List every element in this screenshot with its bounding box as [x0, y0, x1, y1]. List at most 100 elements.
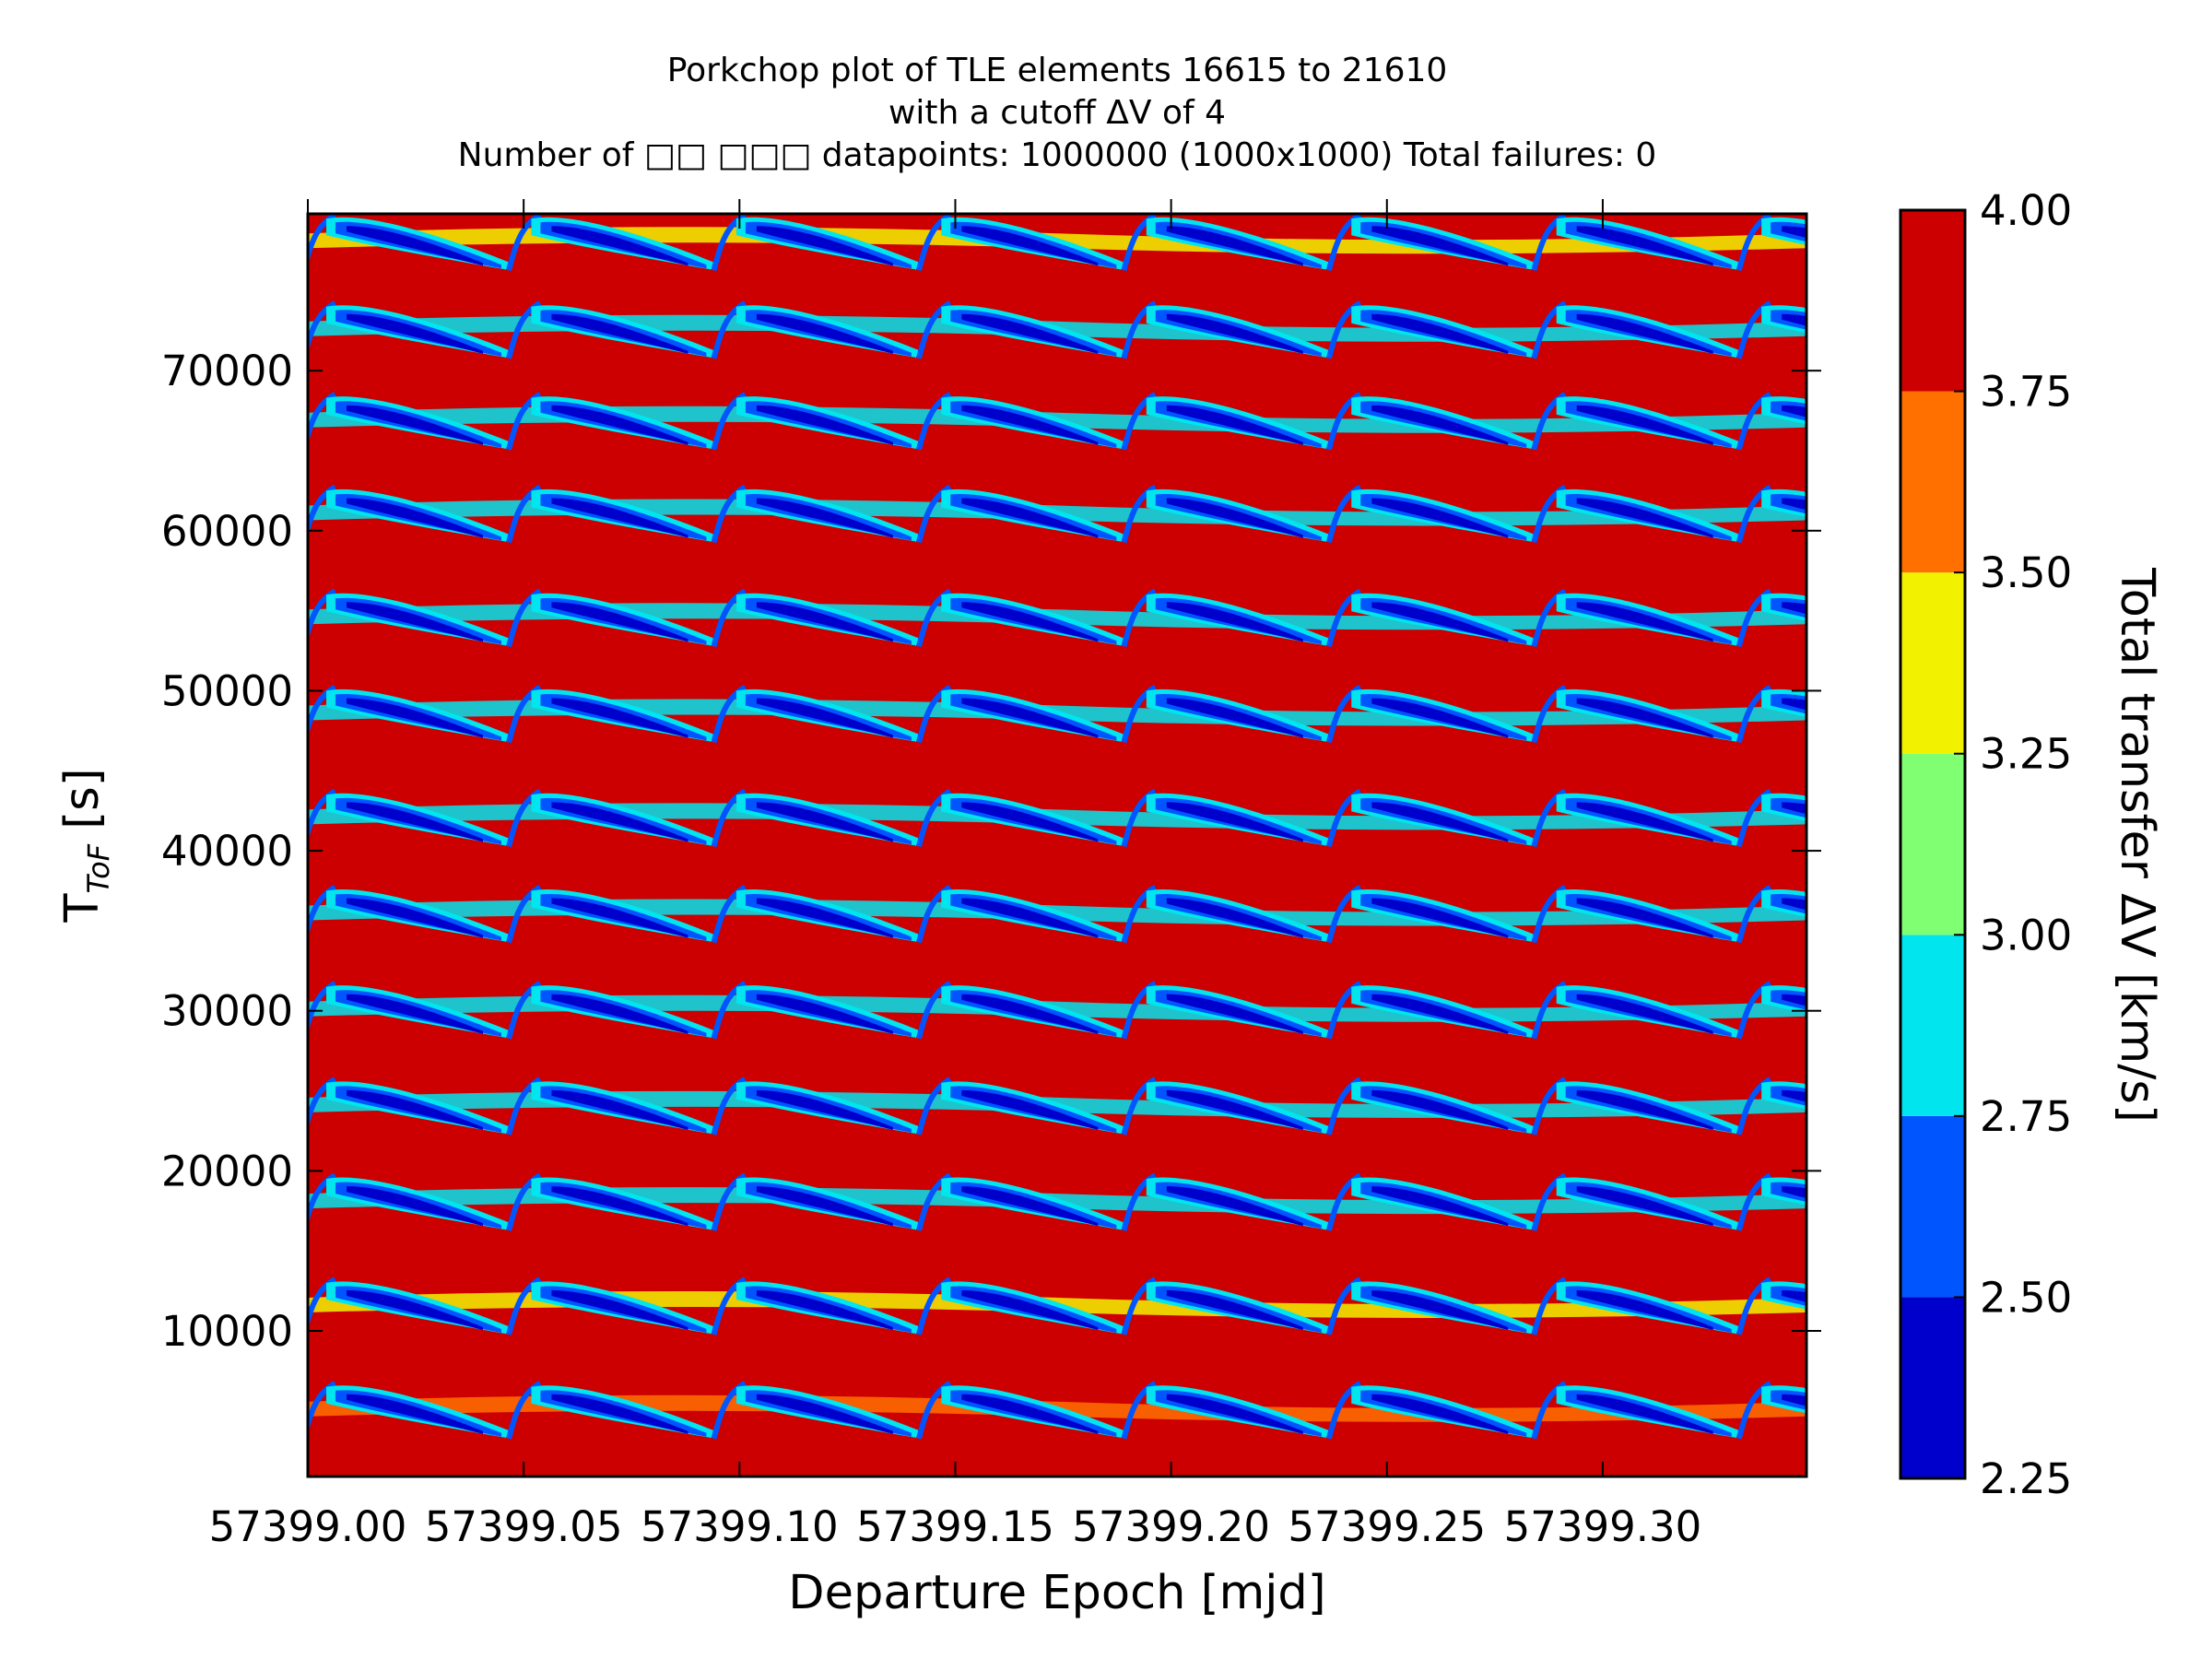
contour-lobe-outer: [1967, 1385, 2151, 1439]
contour-lobe-core: [347, 802, 483, 842]
contour-lobe-core: [142, 226, 278, 265]
contour-lobe-core: [551, 313, 688, 354]
contour-lobe-core: [142, 602, 278, 641]
chart-title-line-1: Porkchop plot of TLE elements 16615 to 2…: [667, 52, 1448, 89]
contour-lobe-outer: [2171, 305, 2212, 359]
contour-lobe-core: [1782, 405, 1806, 418]
contour-lobe-mid: [2181, 1086, 2212, 1132]
contour-lobe-core: [2192, 994, 2212, 1034]
contour-lobe-outer: [122, 396, 306, 450]
x-tick-label: 57399.25: [1288, 1502, 1486, 1551]
contour-lobe-mid: [2181, 694, 2212, 740]
contour-lobe-outer: [122, 1081, 306, 1135]
contour-lobe-core: [961, 802, 1099, 842]
x-tick-label: 57399.00: [209, 1502, 407, 1551]
contour-lobe-core: [1782, 802, 1806, 815]
contour-lobe-core: [1782, 226, 1806, 239]
contour-lobe-core: [551, 1394, 688, 1434]
contour-lobe-core: [551, 1089, 688, 1130]
y-tick-label: 20000: [161, 1147, 293, 1195]
contour-lobe-core: [961, 498, 1099, 538]
colorbar-tick-label: 3.25: [1980, 730, 2072, 779]
colorbar-segment: [1900, 210, 1965, 392]
contour-lobe-core: [347, 994, 483, 1034]
contour-lobe-core: [961, 226, 1099, 266]
contour-lobe-core: [1166, 1289, 1303, 1330]
contour-lobe-core: [551, 405, 688, 445]
contour-lobe-core: [551, 994, 688, 1034]
contour-lobe-mid: [131, 894, 297, 940]
y-axis-label-unit: [s]: [55, 768, 110, 844]
colorbar-tick-label: 3.75: [1980, 368, 2072, 417]
contour-lobe-core: [1576, 802, 1713, 842]
colorbar-tick-label: 3.00: [1980, 911, 2072, 959]
x-tick-label: 57399.10: [641, 1502, 839, 1551]
contour-lobe-core: [1576, 1394, 1713, 1434]
contour-lobe-mid: [2181, 222, 2212, 268]
contour-lobe-outer: [2171, 985, 2212, 1039]
contour-lobe-core: [1371, 498, 1509, 538]
contour-lobe-outer: [122, 889, 306, 943]
contour-lobe-outer: [2171, 396, 2212, 450]
contour-lobe-core: [961, 994, 1099, 1034]
contour-lobe-core: [756, 1394, 893, 1434]
contour-lobe-mid: [131, 598, 297, 644]
contour-lobe-mid: [1976, 1182, 2142, 1229]
contour-lobe-core: [1166, 698, 1303, 738]
contour-lobe-mid: [2181, 598, 2212, 644]
x-axis-label: Departure Epoch [mjd]: [788, 1566, 1325, 1620]
contour-lobe-core: [551, 1186, 688, 1227]
contour-lobe-core: [1166, 405, 1303, 445]
contour-lobe-core: [551, 602, 688, 642]
contour-lobe-core: [1371, 405, 1509, 445]
contour-lobe-core: [1782, 602, 1806, 615]
contour-lobe-core: [2192, 1090, 2212, 1130]
contour-lobe-core: [1782, 994, 1806, 1006]
contour-lobe-outer: [2171, 1385, 2212, 1439]
y-tick-label: 40000: [161, 827, 293, 876]
colorbar-tick-label: 3.50: [1980, 548, 2072, 597]
contour-lobe-core: [1987, 1186, 2124, 1226]
contour-lobe-core: [961, 1089, 1099, 1130]
contour-lobe-core: [1371, 898, 1509, 938]
contour-lobe-core: [961, 1394, 1099, 1434]
colorbar-segment: [1900, 753, 1965, 935]
colorbar-label: Total transfer ΔV [km/s]: [2110, 567, 2164, 1123]
contour-lobe-mid: [2181, 990, 2212, 1036]
contour-lobe-mid: [2181, 798, 2212, 844]
contour-lobe-core: [1371, 802, 1509, 842]
contour-lobe-core: [1782, 1394, 1806, 1406]
contour-lobe-core: [1576, 1089, 1713, 1130]
contour-lobe-core: [347, 698, 483, 738]
y-axis-label: TToF [s]: [55, 768, 116, 923]
contour-lobe-mid: [131, 1390, 297, 1436]
contour-lobe-mid: [1976, 310, 2142, 356]
colorbar-tick-label: 4.00: [1980, 186, 2072, 235]
y-tick-label: 70000: [161, 347, 293, 395]
contour-lobe-core: [1782, 698, 1806, 711]
contour-lobe-core: [1371, 1089, 1509, 1130]
contour-lobe-core: [1166, 802, 1303, 842]
colorbar-segment: [1900, 935, 1965, 1116]
contour-lobe-outer: [2171, 1081, 2212, 1135]
contour-lobe-core: [1987, 498, 2124, 537]
y-tick-label: 50000: [161, 666, 293, 715]
contour-lobe-core: [347, 1394, 483, 1434]
colorbar-tick-label: 2.50: [1980, 1273, 2072, 1322]
contour-lobe-core: [2192, 226, 2212, 265]
contour-lobe-core: [756, 313, 893, 354]
contour-lobe-core: [2192, 1186, 2212, 1226]
contour-lobe-outer: [2171, 794, 2212, 847]
contour-lobe-outer: [1967, 1178, 2151, 1231]
contour-lobe-core: [347, 1089, 483, 1130]
contour-lobe-core: [961, 698, 1099, 738]
contour-lobe-core: [347, 405, 483, 445]
contour-lobe-core: [142, 1090, 278, 1130]
contour-lobe-core: [347, 602, 483, 642]
contour-edge: [2149, 215, 2181, 270]
contour-lobe-core: [1371, 1394, 1509, 1434]
contour-lobe-core: [961, 1186, 1099, 1227]
contour-lobe-core: [1371, 1186, 1509, 1227]
contour-lobe-core: [1576, 698, 1713, 738]
contour-lobe-outer: [122, 1385, 306, 1439]
